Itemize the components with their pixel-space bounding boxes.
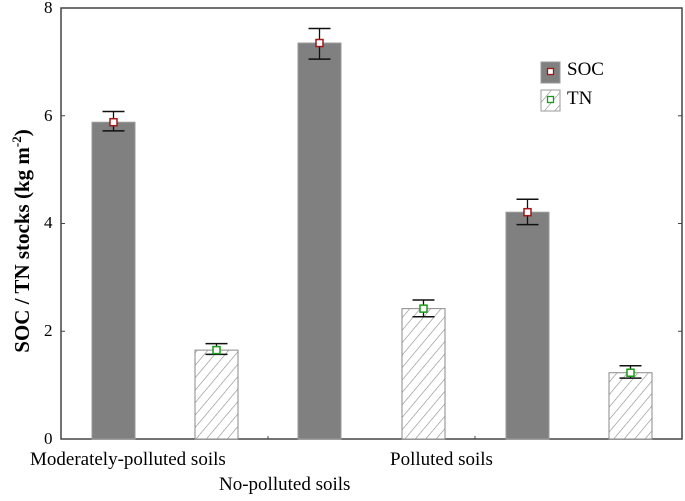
x-category-moderately-polluted: Moderately-polluted soils (30, 449, 226, 470)
y-tick-4: 4 (44, 213, 53, 232)
legend-marker-soc (546, 67, 555, 76)
y-axis-label: SOC / TN stocks (kg m-2) (9, 129, 34, 353)
tn-bar (194, 349, 239, 440)
y-tick-8: 8 (44, 0, 53, 17)
y-tick-2: 2 (44, 321, 53, 340)
soc-bar (297, 42, 342, 440)
tn-bar (608, 372, 653, 440)
mean-marker (212, 345, 221, 355)
mean-marker (523, 207, 532, 217)
legend-marker-tn (546, 95, 555, 104)
legend-label-tn: TN (567, 88, 593, 109)
y-tick-0: 0 (44, 429, 53, 448)
mean-marker (626, 368, 635, 377)
plot-area (60, 7, 683, 440)
mean-marker (315, 38, 324, 48)
x-category-polluted: Polluted soils (390, 449, 493, 470)
tn-bar (401, 308, 446, 440)
y-tick-6: 6 (44, 106, 53, 125)
mean-marker (109, 117, 118, 127)
soc-bar (91, 121, 136, 440)
mean-marker (419, 304, 428, 313)
soc-bar (505, 211, 550, 440)
legend-label-soc: SOC (567, 59, 604, 80)
x-category-no-polluted: No-polluted soils (219, 474, 351, 495)
